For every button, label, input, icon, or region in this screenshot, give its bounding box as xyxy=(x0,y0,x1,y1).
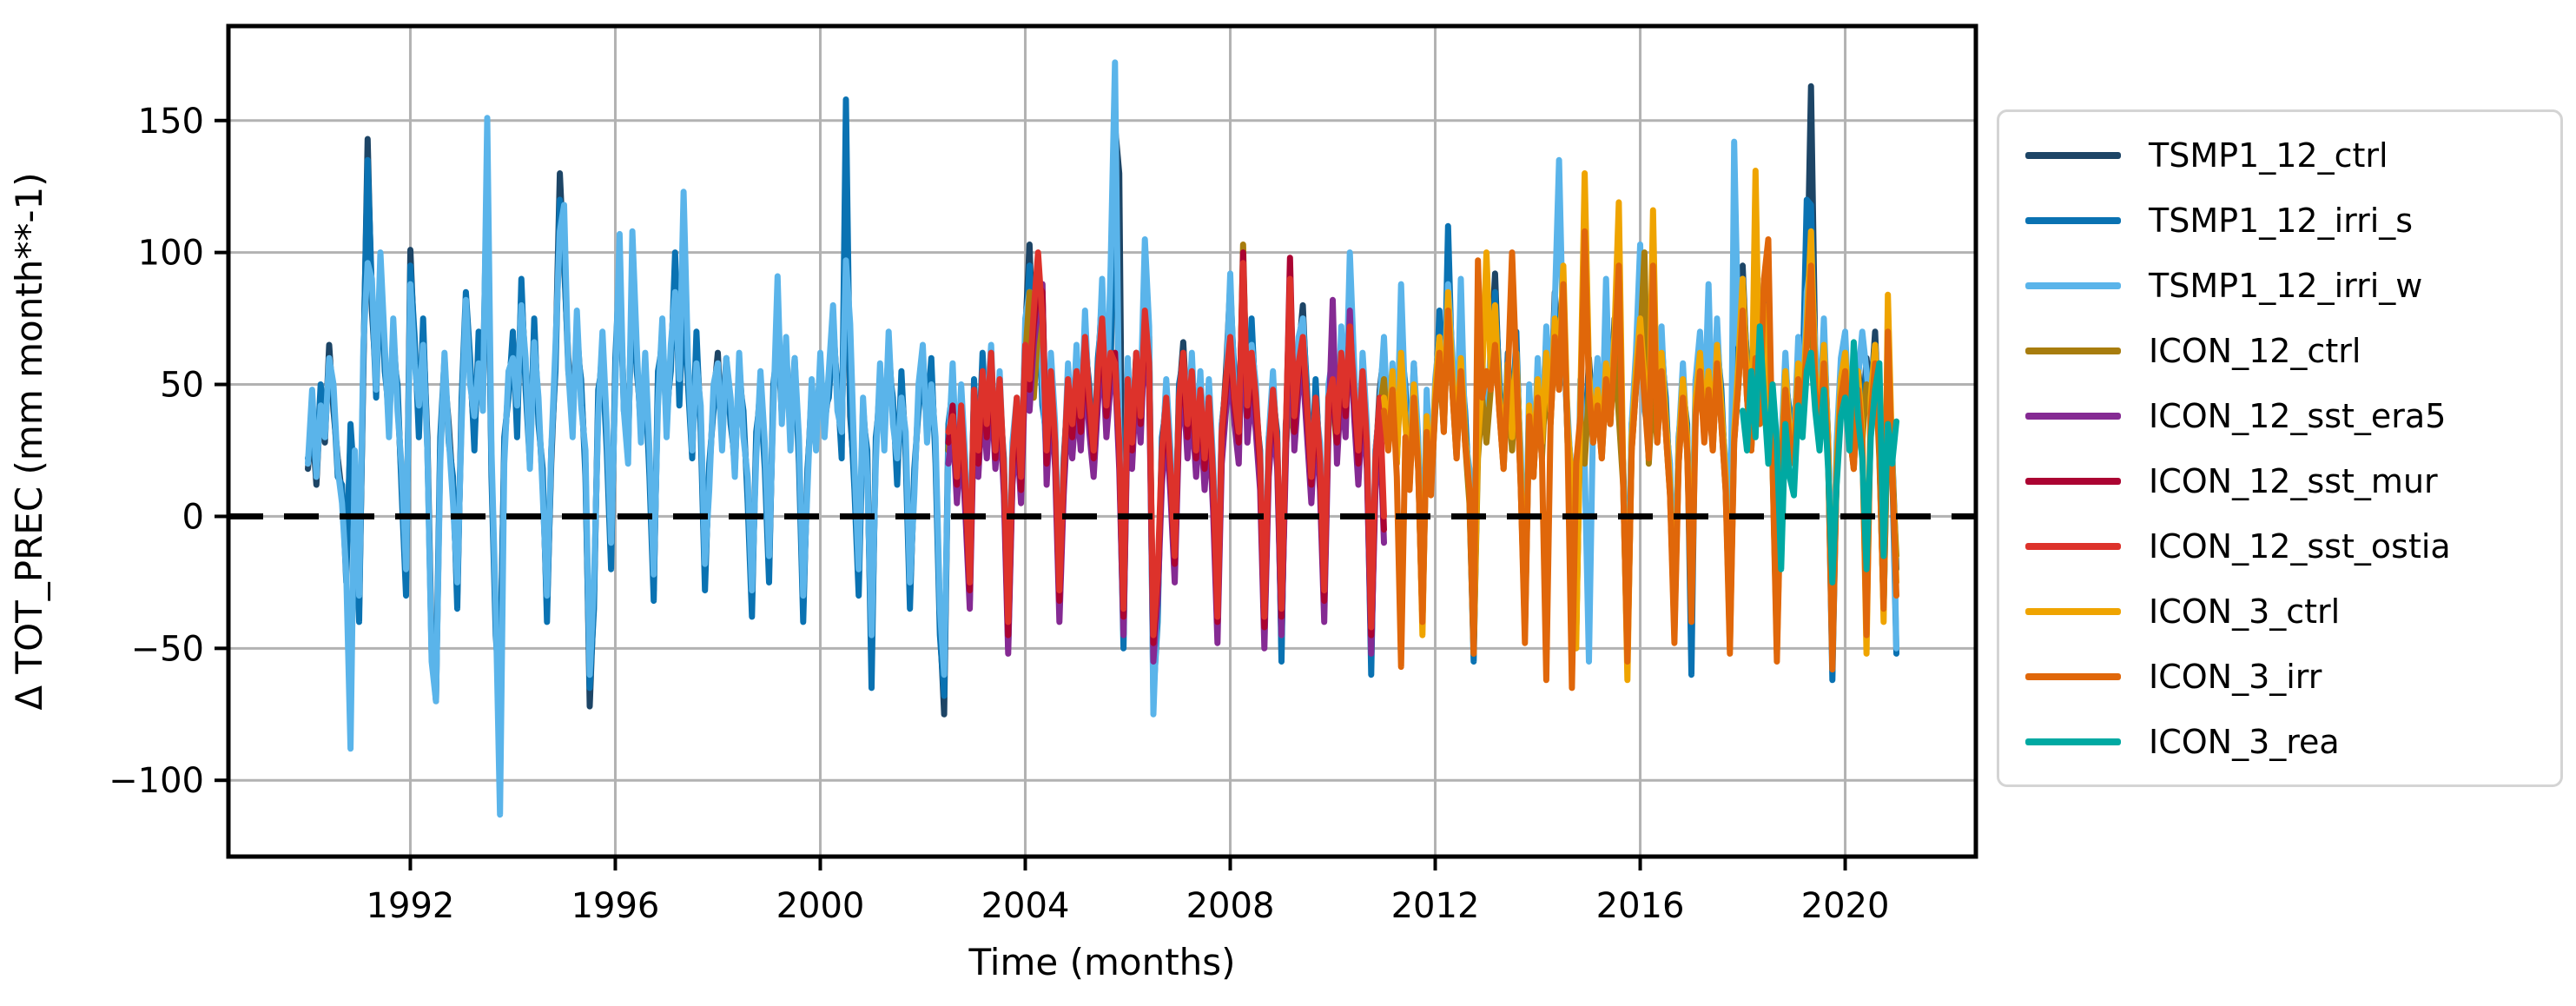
legend-label: ICON_12_sst_era5 xyxy=(2149,396,2447,435)
axes-frame xyxy=(226,23,1978,859)
legend-item-ICON_12_sst_ostia: ICON_12_sst_ostia xyxy=(1999,514,2560,579)
y-tick-label: −100 xyxy=(109,761,204,801)
x-tick-label: 2000 xyxy=(776,886,865,926)
legend-label: ICON_3_ctrl xyxy=(2149,592,2341,631)
legend-label: TSMP1_12_irri_s xyxy=(2149,201,2414,240)
legend-label: ICON_12_sst_ostia xyxy=(2149,526,2451,566)
series-line-ICON_3_rea xyxy=(1740,323,1899,586)
series-line-ICON_3_irr xyxy=(1381,228,1899,692)
x-tick-label: 1996 xyxy=(571,886,660,926)
legend-item-TSMP1_12_irri_s: TSMP1_12_irri_s xyxy=(1999,189,2560,253)
legend-label: ICON_12_ctrl xyxy=(2149,331,2361,370)
legend-item-ICON_3_rea: ICON_3_rea xyxy=(1999,710,2560,774)
legend-item-ICON_12_ctrl: ICON_12_ctrl xyxy=(1999,319,2560,383)
series-layer xyxy=(305,59,1899,818)
y-axis-label: Δ TOT_PREC (mm month**-1) xyxy=(8,172,50,710)
tick-layer: 1992 1996 2000 2004 2008 2012 2016 2020 150 100 50… xyxy=(109,102,1889,926)
legend-label: ICON_3_irr xyxy=(2149,657,2322,696)
x-tick-label: 1992 xyxy=(367,886,455,926)
legend-line-swatch xyxy=(2025,607,2121,615)
legend-label: TSMP1_12_ctrl xyxy=(2149,136,2388,175)
legend-line-swatch xyxy=(2025,281,2121,289)
x-tick-label: 2016 xyxy=(1596,886,1685,926)
legend-line-swatch xyxy=(2025,216,2121,224)
legend-item-TSMP1_12_irri_w: TSMP1_12_irri_w xyxy=(1999,254,2560,318)
y-tick-label: 100 xyxy=(138,234,204,274)
legend-line-swatch xyxy=(2025,347,2121,354)
y-tick-label: 0 xyxy=(182,497,204,537)
legend-line-swatch xyxy=(2025,151,2121,159)
series-line-ICON_12_sst_ostia xyxy=(945,249,1387,639)
y-tick-label: 50 xyxy=(160,366,204,406)
x-tick-label: 2004 xyxy=(981,886,1070,926)
legend-item-TSMP1_12_ctrl: TSMP1_12_ctrl xyxy=(1999,123,2560,188)
legend-line-swatch xyxy=(2025,412,2121,420)
y-tick-label: −50 xyxy=(131,629,204,669)
legend-item-ICON_12_sst_mur: ICON_12_sst_mur xyxy=(1999,449,2560,513)
legend-label: ICON_3_rea xyxy=(2149,722,2340,761)
legend-line-swatch xyxy=(2025,672,2121,680)
legend-line-swatch xyxy=(2025,542,2121,550)
legend-line-swatch xyxy=(2025,738,2121,745)
legend-item-ICON_12_sst_era5: ICON_12_sst_era5 xyxy=(1999,384,2560,448)
y-tick-label: 150 xyxy=(138,102,204,142)
x-tick-label: 2020 xyxy=(1801,886,1890,926)
legend-line-swatch xyxy=(2025,477,2121,485)
legend-item-ICON_3_irr: ICON_3_irr xyxy=(1999,645,2560,709)
legend-item-ICON_3_ctrl: ICON_3_ctrl xyxy=(1999,579,2560,644)
x-tick-label: 2012 xyxy=(1391,886,1480,926)
legend: TSMP1_12_ctrl TSMP1_12_irri_s TSMP1_12_irr… xyxy=(1997,109,2563,787)
x-tick-label: 2008 xyxy=(1186,886,1275,926)
legend-label: ICON_12_sst_mur xyxy=(2149,461,2438,500)
x-axis-label: Time (months) xyxy=(968,941,1235,983)
axes-frame-layer xyxy=(226,23,1978,859)
legend-label: TSMP1_12_irri_w xyxy=(2149,266,2423,305)
